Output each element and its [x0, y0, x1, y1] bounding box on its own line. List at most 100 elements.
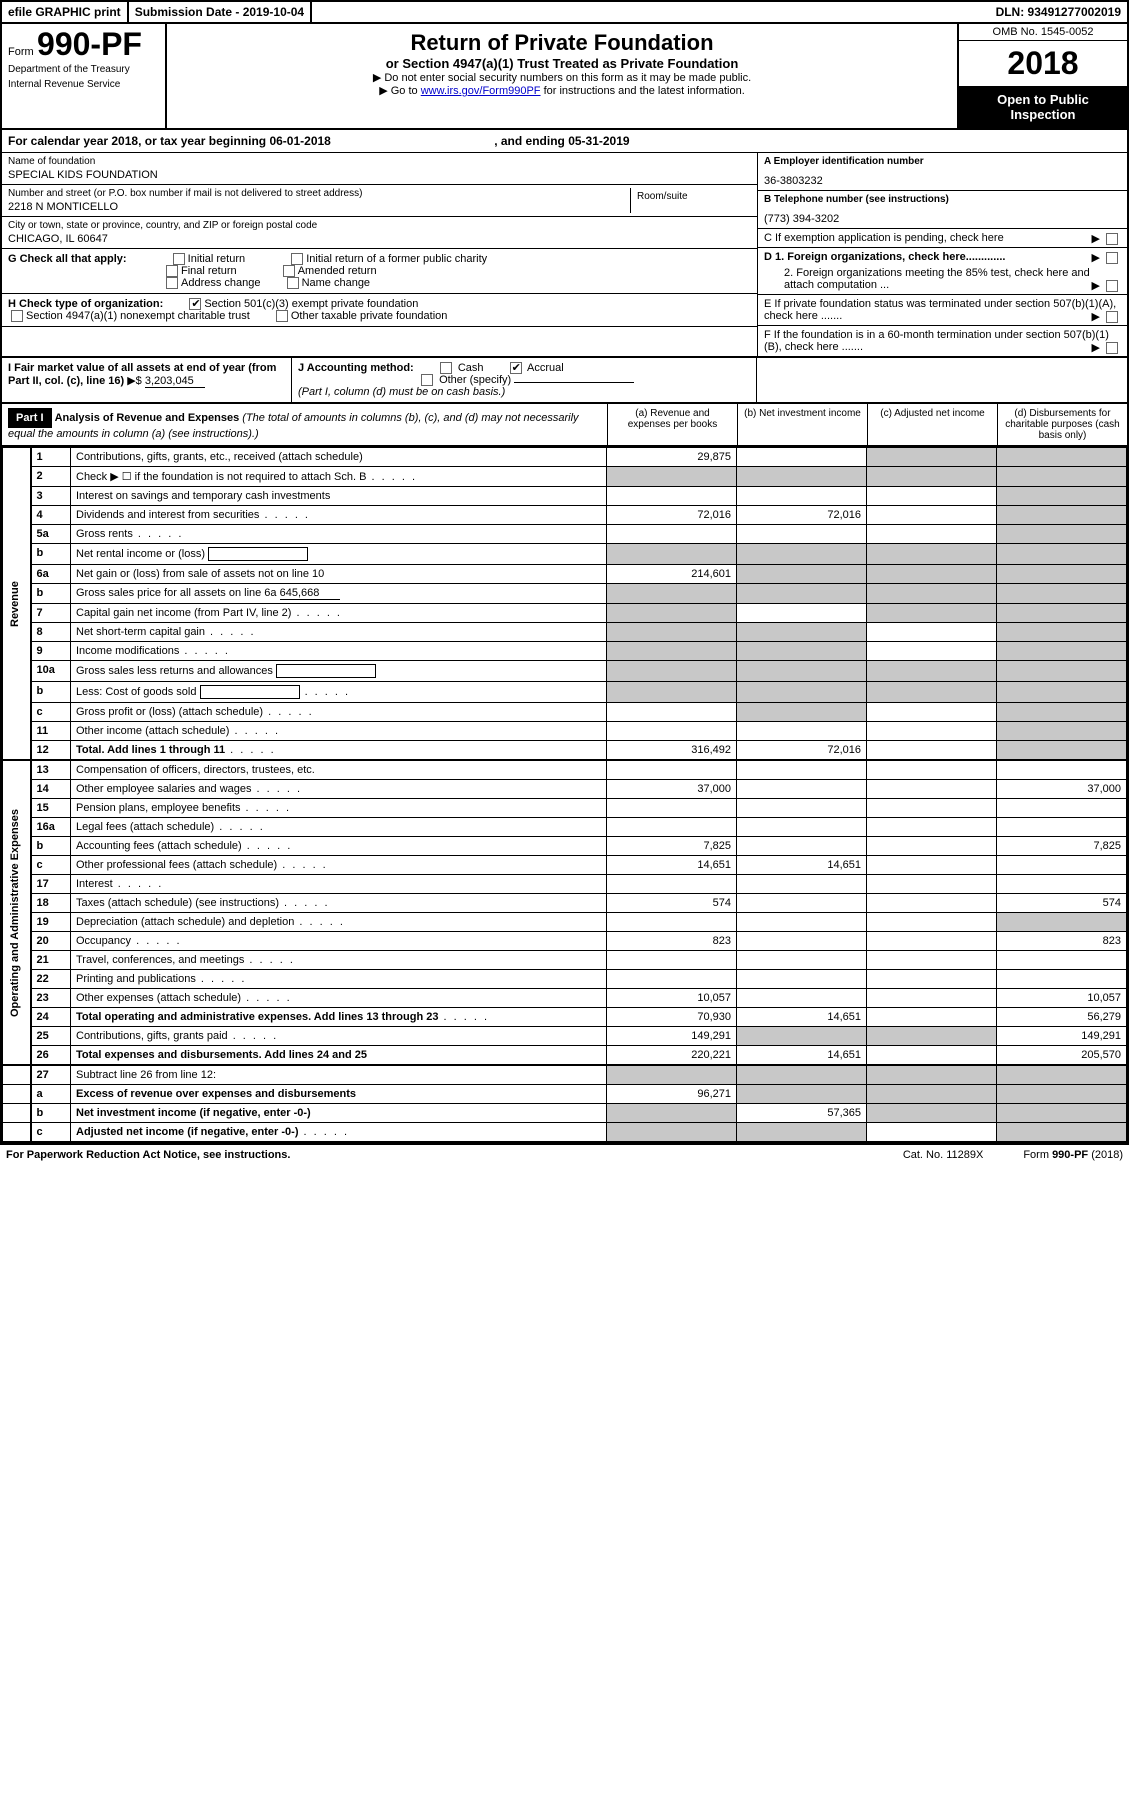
amount-cell [997, 623, 1127, 642]
g-opt-3: Amended return [280, 265, 377, 277]
amount-cell [867, 604, 997, 623]
amount-cell [997, 506, 1127, 525]
checkbox-icon[interactable] [287, 277, 299, 289]
amount-cell [867, 799, 997, 818]
line-number: b [31, 682, 71, 703]
amount-cell: 14,651 [737, 856, 867, 875]
name-cell: Name of foundation SPECIAL KIDS FOUNDATI… [2, 153, 757, 185]
amount-cell [737, 989, 867, 1008]
instr-link[interactable]: www.irs.gov/Form990PF [421, 85, 541, 97]
amount-cell [607, 682, 737, 703]
line-desc: Interest [71, 875, 607, 894]
checkbox-icon[interactable] [11, 310, 23, 322]
j-label: J Accounting method: [298, 362, 414, 374]
line-desc: Capital gain net income (from Part IV, l… [71, 604, 607, 623]
amount-cell [867, 703, 997, 722]
j-accrual: Accrual [527, 362, 564, 374]
part1-desc: Part I Analysis of Revenue and Expenses … [2, 404, 607, 445]
line-desc: Other expenses (attach schedule) [71, 989, 607, 1008]
amount-cell [607, 1123, 737, 1142]
amount-cell [607, 604, 737, 623]
checkbox-icon[interactable] [1106, 311, 1118, 323]
table-row: 11Other income (attach schedule) [3, 722, 1127, 741]
checkbox-checked-icon[interactable] [510, 362, 522, 374]
d2-label: 2. Foreign organizations meeting the 85%… [784, 267, 1090, 291]
instr2-post: for instructions and the latest informat… [541, 85, 745, 97]
footer: For Paperwork Reduction Act Notice, see … [0, 1144, 1129, 1165]
line-desc: Adjusted net income (if negative, enter … [71, 1123, 607, 1142]
amount-cell [607, 875, 737, 894]
amount-cell [867, 1123, 997, 1142]
cy-begin: 06-01-2018 [269, 134, 330, 148]
amount-cell [867, 951, 997, 970]
amount-cell: 574 [997, 894, 1127, 913]
amount-cell [997, 856, 1127, 875]
amount-cell [867, 894, 997, 913]
amount-cell [737, 623, 867, 642]
g-section: G Check all that apply: Initial return I… [2, 249, 757, 294]
amount-cell [607, 661, 737, 682]
amount-cell [867, 1085, 997, 1104]
amount-cell [737, 1066, 867, 1085]
c-cell: C If exemption application is pending, c… [758, 229, 1127, 248]
amount-cell: 149,291 [607, 1027, 737, 1046]
amount-cell [867, 1104, 997, 1123]
amount-cell [737, 642, 867, 661]
col-c-head: (c) Adjusted net income [867, 404, 997, 445]
amount-cell: 7,825 [997, 837, 1127, 856]
amount-cell: 57,365 [737, 1104, 867, 1123]
checkbox-icon[interactable] [173, 253, 185, 265]
checkbox-icon[interactable] [1106, 233, 1118, 245]
amount-cell [997, 544, 1127, 565]
checkbox-icon[interactable] [283, 265, 295, 277]
line-number: 11 [31, 722, 71, 741]
table-row: 15Pension plans, employee benefits [3, 799, 1127, 818]
g-opt-2: Final return [163, 265, 237, 277]
amount-cell [737, 780, 867, 799]
line-number: c [31, 1123, 71, 1142]
amount-cell [867, 525, 997, 544]
line-desc: Other professional fees (attach schedule… [71, 856, 607, 875]
c-label: C If exemption application is pending, c… [764, 232, 1004, 244]
line-desc: Total. Add lines 1 through 11 [71, 741, 607, 760]
table-row: 16aLegal fees (attach schedule) [3, 818, 1127, 837]
amount-cell [737, 544, 867, 565]
entity-left: Name of foundation SPECIAL KIDS FOUNDATI… [2, 153, 757, 356]
spacer [3, 1123, 31, 1142]
table-row: 7Capital gain net income (from Part IV, … [3, 604, 1127, 623]
amount-cell: 574 [607, 894, 737, 913]
checkbox-icon[interactable] [276, 310, 288, 322]
amount-cell: 220,221 [607, 1046, 737, 1065]
amount-cell [867, 682, 997, 703]
checkbox-icon[interactable] [166, 277, 178, 289]
line-desc: Gross profit or (loss) (attach schedule) [71, 703, 607, 722]
line-desc: Dividends and interest from securities [71, 506, 607, 525]
checkbox-icon[interactable] [421, 374, 433, 386]
amount-cell [607, 623, 737, 642]
checkbox-icon[interactable] [166, 265, 178, 277]
amount-cell [997, 951, 1127, 970]
line-number: b [31, 837, 71, 856]
form-prefix: Form [8, 46, 34, 58]
checkbox-icon[interactable] [440, 362, 452, 374]
line-number: 26 [31, 1046, 71, 1065]
revenue-table: Revenue1Contributions, gifts, grants, et… [2, 447, 1127, 760]
amount-cell [607, 544, 737, 565]
line-number: b [31, 584, 71, 604]
amount-cell [997, 448, 1127, 467]
amount-cell [737, 951, 867, 970]
amount-cell [997, 584, 1127, 604]
checkbox-icon[interactable] [291, 253, 303, 265]
street-value: 2218 N MONTICELLO [8, 201, 630, 213]
amount-cell [737, 604, 867, 623]
checkbox-icon[interactable] [1106, 280, 1118, 292]
amount-cell [737, 1123, 867, 1142]
amount-cell [607, 761, 737, 780]
line-desc: Net rental income or (loss) [71, 544, 607, 565]
amount-cell [737, 761, 867, 780]
checkbox-checked-icon[interactable] [189, 298, 201, 310]
checkbox-icon[interactable] [1106, 252, 1118, 264]
line-number: 15 [31, 799, 71, 818]
table-row: 4Dividends and interest from securities7… [3, 506, 1127, 525]
checkbox-icon[interactable] [1106, 342, 1118, 354]
